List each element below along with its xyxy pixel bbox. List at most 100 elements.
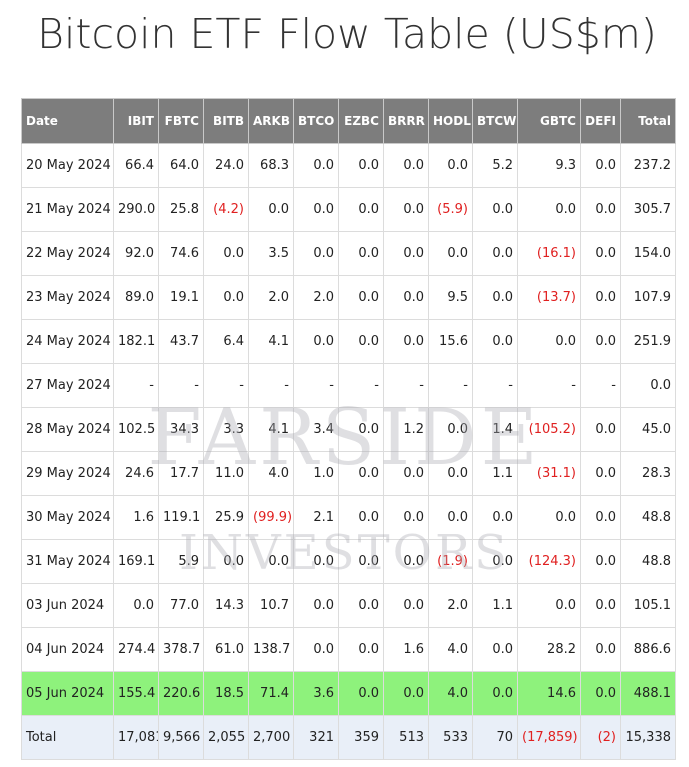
value-cell-hodl: 15.6 bbox=[428, 319, 473, 364]
column-header-btco[interactable]: BTCO bbox=[293, 98, 339, 144]
value-cell-ibit: 1.6 bbox=[113, 495, 159, 540]
value-cell-ezbc: 359 bbox=[338, 715, 384, 760]
value-cell-ibit: 182.1 bbox=[113, 319, 159, 364]
date-cell: 30 May 2024 bbox=[21, 495, 114, 540]
value-cell-gbtc: 0.0 bbox=[517, 495, 581, 540]
value-cell-brrr: - bbox=[383, 363, 429, 408]
column-header-date[interactable]: Date bbox=[21, 98, 114, 144]
total-row: Total17,0819,5662,0552,70032135951353370… bbox=[21, 715, 676, 760]
column-header-gbtc[interactable]: GBTC bbox=[517, 98, 581, 144]
value-cell-arkb: 71.4 bbox=[248, 671, 294, 716]
value-cell-gbtc: (13.7) bbox=[517, 275, 581, 320]
value-cell-defi: 0.0 bbox=[580, 627, 621, 672]
value-cell-hodl: 2.0 bbox=[428, 583, 473, 628]
value-cell-bitb: 61.0 bbox=[203, 627, 249, 672]
date-cell: 28 May 2024 bbox=[21, 407, 114, 452]
value-cell-ibit: 169.1 bbox=[113, 539, 159, 584]
table-row: 03 Jun 2024 0.0 77.0 14.3 10.7 0.0 0.0 0.0 2.0 1.… bbox=[21, 583, 676, 628]
value-cell-hodl: 0.0 bbox=[428, 231, 473, 276]
value-cell-bitb: 0.0 bbox=[203, 231, 249, 276]
value-cell-brrr: 0.0 bbox=[383, 187, 429, 232]
value-cell-brrr: 1.6 bbox=[383, 627, 429, 672]
column-header-ibit[interactable]: IBIT bbox=[113, 98, 159, 144]
value-cell-hodl: - bbox=[428, 363, 473, 408]
table-row: 30 May 2024 1.6 119.1 25.9 (99.9) 2.1 0.0 0.0 0.… bbox=[21, 495, 676, 540]
value-cell-gbtc: 0.0 bbox=[517, 583, 581, 628]
value-cell-arkb: 2.0 bbox=[248, 275, 294, 320]
value-cell-total: 107.9 bbox=[620, 275, 676, 320]
table-row: 24 May 2024 182.1 43.7 6.4 4.1 0.0 0.0 0.0 15.6 0… bbox=[21, 319, 676, 364]
value-cell-bitb: 24.0 bbox=[203, 143, 249, 188]
value-cell-arkb: 2,700 bbox=[248, 715, 294, 760]
column-header-arkb[interactable]: ARKB bbox=[248, 98, 294, 144]
date-cell: 03 Jun 2024 bbox=[21, 583, 114, 628]
value-cell-fbtc: - bbox=[158, 363, 204, 408]
date-cell: 22 May 2024 bbox=[21, 231, 114, 276]
value-cell-btco: - bbox=[293, 363, 339, 408]
table-row: 04 Jun 2024 274.4 378.7 61.0 138.7 0.0 0.0 1.6 4… bbox=[21, 627, 676, 672]
value-cell-arkb: (99.9) bbox=[248, 495, 294, 540]
value-cell-brrr: 0.0 bbox=[383, 319, 429, 364]
value-cell-arkb: 0.0 bbox=[248, 539, 294, 584]
value-cell-bitb: 0.0 bbox=[203, 275, 249, 320]
value-cell-btcw: 1.4 bbox=[472, 407, 518, 452]
value-cell-btco: 0.0 bbox=[293, 583, 339, 628]
value-cell-defi: (2) bbox=[580, 715, 621, 760]
column-header-ezbc[interactable]: EZBC bbox=[338, 98, 384, 144]
value-cell-arkb: 3.5 bbox=[248, 231, 294, 276]
value-cell-ezbc: 0.0 bbox=[338, 671, 384, 716]
value-cell-total: 48.8 bbox=[620, 495, 676, 540]
value-cell-ezbc: 0.0 bbox=[338, 495, 384, 540]
value-cell-total: 28.3 bbox=[620, 451, 676, 496]
column-header-brrr[interactable]: BRRR bbox=[383, 98, 429, 144]
value-cell-btco: 2.1 bbox=[293, 495, 339, 540]
value-cell-brrr: 0.0 bbox=[383, 231, 429, 276]
value-cell-total: 0.0 bbox=[620, 363, 676, 408]
value-cell-btco: 0.0 bbox=[293, 319, 339, 364]
column-header-defi[interactable]: DEFI bbox=[580, 98, 621, 144]
value-cell-ezbc: 0.0 bbox=[338, 319, 384, 364]
value-cell-btco: 3.4 bbox=[293, 407, 339, 452]
value-cell-btco: 1.0 bbox=[293, 451, 339, 496]
value-cell-total: 305.7 bbox=[620, 187, 676, 232]
column-header-hodl[interactable]: HODL bbox=[428, 98, 473, 144]
value-cell-bitb: 6.4 bbox=[203, 319, 249, 364]
value-cell-arkb: 68.3 bbox=[248, 143, 294, 188]
value-cell-ibit: 0.0 bbox=[113, 583, 159, 628]
date-cell: 21 May 2024 bbox=[21, 187, 114, 232]
value-cell-btcw: 1.1 bbox=[472, 451, 518, 496]
value-cell-ibit: 17,081 bbox=[113, 715, 159, 760]
date-cell: 24 May 2024 bbox=[21, 319, 114, 364]
value-cell-gbtc: (31.1) bbox=[517, 451, 581, 496]
column-header-fbtc[interactable]: FBTC bbox=[158, 98, 204, 144]
value-cell-defi: 0.0 bbox=[580, 583, 621, 628]
value-cell-fbtc: 220.6 bbox=[158, 671, 204, 716]
value-cell-ezbc: 0.0 bbox=[338, 583, 384, 628]
column-header-btcw[interactable]: BTCW bbox=[472, 98, 518, 144]
column-header-bitb[interactable]: BITB bbox=[203, 98, 249, 144]
value-cell-fbtc: 25.8 bbox=[158, 187, 204, 232]
value-cell-brrr: 0.0 bbox=[383, 143, 429, 188]
date-cell: 05 Jun 2024 bbox=[21, 671, 114, 716]
value-cell-btco: 0.0 bbox=[293, 231, 339, 276]
table-row: 28 May 2024 102.5 34.3 3.3 4.1 3.4 0.0 1.2 0.0 1.… bbox=[21, 407, 676, 452]
value-cell-brrr: 0.0 bbox=[383, 539, 429, 584]
value-cell-bitb: 11.0 bbox=[203, 451, 249, 496]
value-cell-defi: 0.0 bbox=[580, 671, 621, 716]
value-cell-arkb: 4.1 bbox=[248, 319, 294, 364]
column-header-total[interactable]: Total bbox=[620, 98, 676, 144]
value-cell-bitb: (4.2) bbox=[203, 187, 249, 232]
value-cell-btcw: 0.0 bbox=[472, 319, 518, 364]
value-cell-gbtc: (105.2) bbox=[517, 407, 581, 452]
value-cell-btcw: 0.0 bbox=[472, 187, 518, 232]
value-cell-fbtc: 77.0 bbox=[158, 583, 204, 628]
value-cell-total: 154.0 bbox=[620, 231, 676, 276]
value-cell-brrr: 0.0 bbox=[383, 451, 429, 496]
value-cell-gbtc: 0.0 bbox=[517, 187, 581, 232]
date-cell: 27 May 2024 bbox=[21, 363, 114, 408]
date-cell: 04 Jun 2024 bbox=[21, 627, 114, 672]
value-cell-btco: 0.0 bbox=[293, 143, 339, 188]
value-cell-gbtc: 9.3 bbox=[517, 143, 581, 188]
value-cell-btcw: 0.0 bbox=[472, 495, 518, 540]
value-cell-fbtc: 17.7 bbox=[158, 451, 204, 496]
